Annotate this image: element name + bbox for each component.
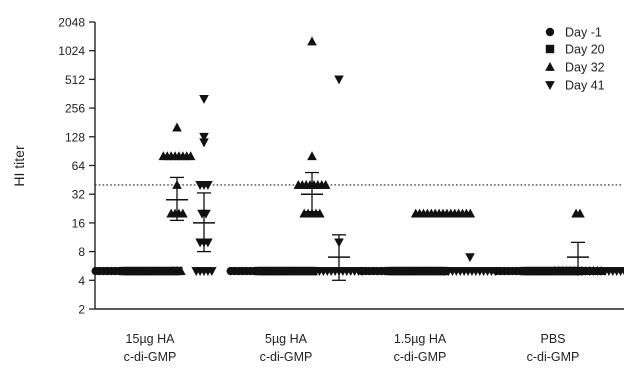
legend: Day -1 Day 20 Day 32 Day 41 xyxy=(545,26,605,93)
data-point-triangle-down xyxy=(465,253,475,263)
y-tick-label: 8 xyxy=(78,245,85,259)
legend-label: Day -1 xyxy=(565,26,602,40)
legend-label: Day 41 xyxy=(565,79,605,93)
y-ticks: 2 4 8 16 32 64 128 256 512 1024 2048 xyxy=(58,16,95,317)
data-marks xyxy=(91,36,624,277)
y-tick-label: 64 xyxy=(72,159,86,173)
y-tick-label: 2 xyxy=(78,303,85,317)
data-point-triangle-up xyxy=(307,151,317,161)
group-label-line2: c-di-GMP xyxy=(527,350,580,364)
group-label-line2: c-di-GMP xyxy=(124,350,177,364)
y-tick-label: 16 xyxy=(72,216,86,230)
data-point-triangle-down xyxy=(199,138,209,148)
legend-marker-triangle-up xyxy=(545,62,555,71)
data-point-triangle-down xyxy=(203,238,213,248)
data-point-triangle-down xyxy=(199,94,209,104)
data-point-triangle-up xyxy=(307,36,317,46)
data-point-triangle-down xyxy=(490,267,501,277)
legend-label: Day 20 xyxy=(565,43,605,57)
y-tick-label: 256 xyxy=(65,102,85,116)
data-point-triangle-up xyxy=(172,122,182,132)
data-point-triangle-down xyxy=(207,267,217,277)
group-label-line1: 15µg HA xyxy=(126,332,176,346)
group-labels: 15µg HA c-di-GMP 5µg HA c-di-GMP 1.5µg HA c-d… xyxy=(124,332,580,364)
plot-frame xyxy=(94,22,624,310)
y-tick-label: 1024 xyxy=(58,44,85,58)
data-point-triangle-up xyxy=(178,208,188,218)
group-label-line2: c-di-GMP xyxy=(394,350,447,364)
y-tick-label: 2048 xyxy=(58,16,85,30)
data-point-triangle-up xyxy=(176,266,186,275)
legend-marker-circle xyxy=(545,27,555,37)
data-point-triangle-up xyxy=(185,151,196,161)
data-point-triangle-down xyxy=(199,132,209,142)
y-tick-label: 32 xyxy=(72,188,86,202)
y-tick-label: 512 xyxy=(65,73,85,87)
group-label-line1: PBS xyxy=(540,332,565,346)
y-tick-label: 4 xyxy=(78,274,85,288)
mean-sem-bars xyxy=(112,171,616,281)
legend-marker-square xyxy=(545,44,555,54)
y-tick-label: 128 xyxy=(65,130,85,144)
data-point-triangle-down xyxy=(619,267,624,276)
y-axis-title: HI titer xyxy=(11,145,27,187)
data-point-triangle-up xyxy=(575,208,585,218)
data-point-triangle-down xyxy=(203,181,213,190)
group-label-line2: c-di-GMP xyxy=(260,350,313,364)
data-point-triangle-up xyxy=(465,208,476,218)
group-label-line1: 1.5µg HA xyxy=(394,332,447,346)
data-point-triangle-down xyxy=(357,267,368,277)
data-point-triangle-up xyxy=(315,208,325,218)
data-point-triangle-up xyxy=(320,179,331,189)
group-label-line1: 5µg HA xyxy=(265,332,308,346)
legend-label: Day 32 xyxy=(565,61,605,75)
data-point-triangle-down xyxy=(334,75,344,85)
legend-marker-triangle-down xyxy=(545,81,555,90)
